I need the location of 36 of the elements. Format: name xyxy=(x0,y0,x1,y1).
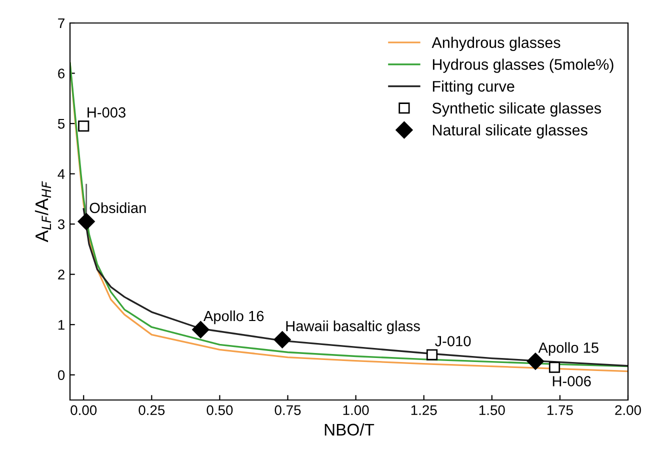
annotation: Apollo 16 xyxy=(203,310,264,324)
x-axis-title: NBO/T xyxy=(324,423,374,436)
x-tick-label: 1.25 xyxy=(411,405,437,416)
legend-label: Anhydrous glasses xyxy=(432,36,560,51)
legend-label: Fitting curve xyxy=(432,80,514,95)
x-tick-label: 1.50 xyxy=(479,405,505,416)
y-tick-label: 2 xyxy=(58,270,64,280)
annotation: J-010 xyxy=(435,336,471,346)
y-tick-label: 3 xyxy=(58,219,65,230)
x-tick-label: 0.50 xyxy=(206,405,233,416)
x-tick-label: 0.25 xyxy=(138,405,165,416)
y-tick-label: 5 xyxy=(58,119,65,129)
point xyxy=(78,120,90,132)
x-tick-label: 0.75 xyxy=(274,405,301,416)
annotation: Apollo 15 xyxy=(538,342,598,356)
y-tick-label: 4 xyxy=(58,169,65,179)
annotation: Obsidian xyxy=(90,202,146,214)
y-tick-label: 7 xyxy=(58,18,64,28)
y-axis-title: A$_{LF}$/A$_{HF}$ xyxy=(34,181,51,242)
x-tick-label: 1.75 xyxy=(547,405,573,416)
legend-label: Natural silicate glasses xyxy=(432,124,588,139)
point xyxy=(78,213,95,230)
y-tick-label: 0 xyxy=(58,370,65,380)
legend-label: Hydrous glasses (5mole%) xyxy=(432,58,614,73)
annotation: H-003 xyxy=(88,107,126,118)
point xyxy=(548,362,560,373)
x-tick-label: 1.00 xyxy=(343,405,369,416)
point xyxy=(274,331,291,348)
x-tick-label: 2.00 xyxy=(615,405,641,416)
y-tick-label: 6 xyxy=(58,68,65,78)
legend-label: Synthetic silicate glasses xyxy=(432,102,601,117)
annotation: H-006 xyxy=(552,376,591,386)
y-tick-label: 1 xyxy=(58,320,64,330)
x-tick-label: 0.00 xyxy=(70,405,97,416)
point xyxy=(426,349,438,360)
annotation: Hawaii basaltic glass xyxy=(286,320,420,334)
